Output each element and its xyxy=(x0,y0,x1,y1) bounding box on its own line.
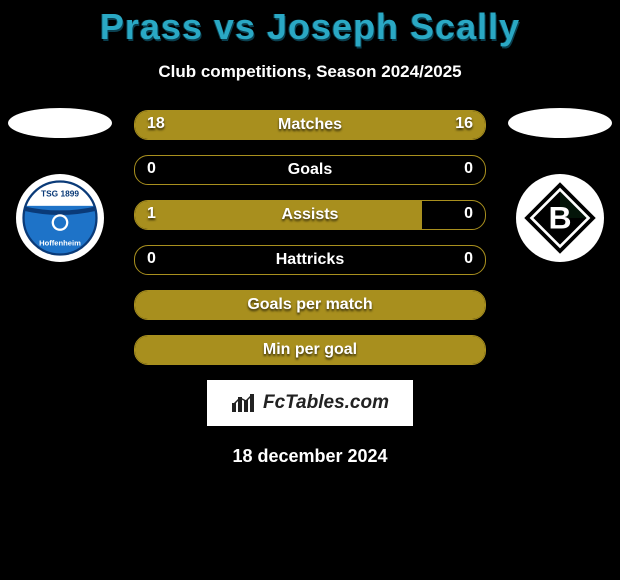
stat-rows: 1816Matches 00Goals 10Assists 00Hattricks Go… xyxy=(134,110,486,365)
stat-row: 10Assists xyxy=(134,200,486,230)
svg-text:TSG 1899: TSG 1899 xyxy=(41,189,79,199)
stat-row: 00Goals xyxy=(134,155,486,185)
date-label: 18 december 2024 xyxy=(0,446,620,467)
stat-row: Goals per match xyxy=(134,290,486,320)
stat-row: 00Hattricks xyxy=(134,245,486,275)
stat-label: Min per goal xyxy=(135,341,485,359)
stat-label: Assists xyxy=(135,206,485,224)
bars-icon xyxy=(231,393,257,413)
stat-label: Matches xyxy=(135,116,485,134)
stat-label: Hattricks xyxy=(135,251,485,269)
stat-row: 1816Matches xyxy=(134,110,486,140)
left-team-logo: TSG 1899 Hoffenheim xyxy=(16,174,104,262)
right-team-logo: B xyxy=(516,174,604,262)
brand-label: FcTables.com xyxy=(263,392,389,414)
page-subtitle: Club competitions, Season 2024/2025 xyxy=(0,62,620,82)
page-title: Prass vs Joseph Scally xyxy=(0,0,620,48)
right-ellipse-decoration xyxy=(508,108,612,138)
hoffenheim-shield-icon: TSG 1899 Hoffenheim xyxy=(22,180,98,256)
left-ellipse-decoration xyxy=(8,108,112,138)
comparison-panel: TSG 1899 Hoffenheim B 1816Matches 00Goals… xyxy=(0,110,620,365)
stat-label: Goals per match xyxy=(135,296,485,314)
svg-text:Hoffenheim: Hoffenheim xyxy=(39,238,81,247)
stat-row: Min per goal xyxy=(134,335,486,365)
gladbach-diamond-icon: B xyxy=(522,180,598,256)
stat-label: Goals xyxy=(135,161,485,179)
svg-text:B: B xyxy=(548,200,571,236)
brand-banner: FcTables.com xyxy=(207,380,413,426)
